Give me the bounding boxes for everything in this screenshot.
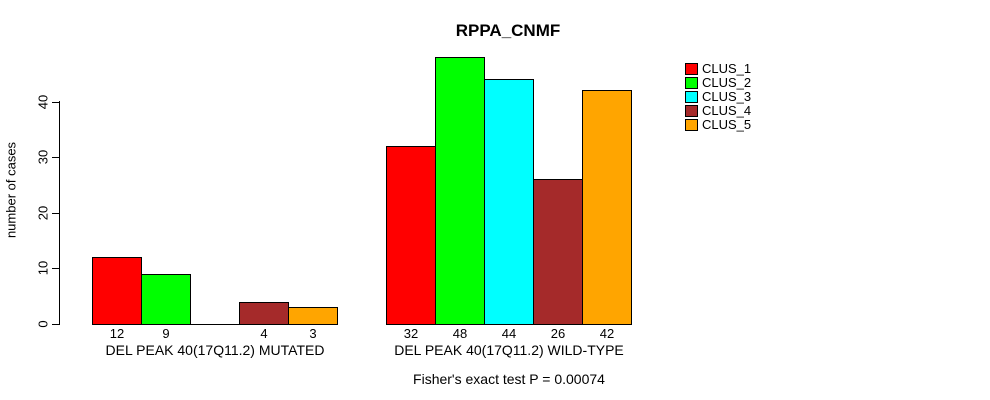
bar-CLUS_3-group2: [484, 79, 534, 325]
y-axis-tick-label: 30: [35, 149, 51, 165]
legend-item-CLUS_3: CLUS_3: [685, 90, 751, 104]
y-axis-tick-label: 10: [35, 260, 51, 276]
y-axis-label: number of cases: [3, 141, 19, 239]
bar-CLUS_4-group2: [533, 179, 583, 325]
bar-value-label: 12: [109, 326, 125, 341]
legend-label: CLUS_2: [702, 75, 752, 90]
legend-label: CLUS_5: [702, 117, 752, 132]
x-axis-baseline: [92, 324, 338, 325]
bar-CLUS_1-group2: [386, 146, 436, 325]
bar-value-label: 42: [599, 326, 615, 341]
legend-label: CLUS_4: [702, 103, 752, 118]
legend-swatch-CLUS_3: [685, 91, 698, 103]
y-axis-tick: [52, 324, 59, 325]
bar-CLUS_1-group1: [92, 257, 142, 325]
legend-item-CLUS_2: CLUS_2: [685, 76, 751, 90]
bar-CLUS_5-group1: [288, 307, 338, 325]
legend-label: CLUS_3: [702, 89, 752, 104]
y-axis-tick: [52, 102, 59, 103]
bar-value-label: 4: [260, 326, 268, 341]
bar-CLUS_4-group1: [239, 302, 289, 325]
bar-value-label: 48: [452, 326, 468, 341]
y-axis-tick-label: 40: [35, 94, 51, 110]
bar-value-label: 3: [309, 326, 317, 341]
legend-item-CLUS_5: CLUS_5: [685, 118, 751, 132]
y-axis-line: [59, 101, 60, 325]
bar-value-label: 44: [501, 326, 517, 341]
y-axis-tick-label: 20: [35, 205, 51, 221]
bar-value-label: 9: [162, 326, 170, 341]
legend-swatch-CLUS_2: [685, 77, 698, 89]
bar-CLUS_5-group2: [582, 90, 632, 325]
y-axis-tick: [52, 213, 59, 214]
category-label: DEL PEAK 40(17Q11.2) MUTATED: [105, 342, 325, 358]
legend-swatch-CLUS_5: [685, 119, 698, 131]
bar-CLUS_2-group2: [435, 57, 485, 325]
category-label: DEL PEAK 40(17Q11.2) WILD-TYPE: [394, 342, 624, 358]
chart-title: RPPA_CNMF: [455, 21, 561, 40]
legend: CLUS_1 CLUS_2 CLUS_3 CLUS_4 CLUS_5: [685, 62, 751, 132]
y-axis-tick-label: 0: [35, 320, 51, 328]
bar-CLUS_2-group1: [141, 274, 191, 325]
y-axis-tick: [52, 268, 59, 269]
bar-value-label: 32: [403, 326, 419, 341]
legend-swatch-CLUS_4: [685, 105, 698, 117]
bar-value-label: 26: [550, 326, 566, 341]
legend-item-CLUS_1: CLUS_1: [685, 62, 751, 76]
y-axis-tick: [52, 157, 59, 158]
legend-swatch-CLUS_1: [685, 63, 698, 75]
legend-item-CLUS_4: CLUS_4: [685, 104, 751, 118]
footer-note: Fisher's exact test P = 0.00074: [413, 371, 605, 387]
legend-label: CLUS_1: [702, 61, 752, 76]
